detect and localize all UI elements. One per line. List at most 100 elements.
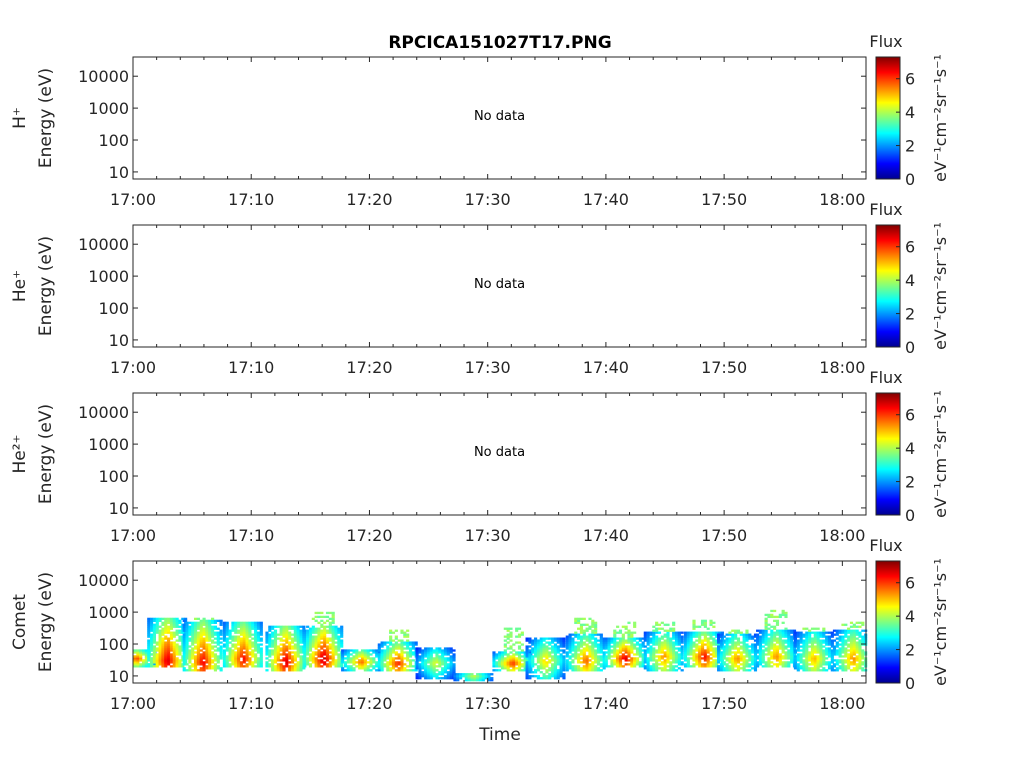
heatmap-cell	[745, 647, 749, 650]
heatmap-cell	[512, 649, 516, 652]
heatmap-cell	[692, 631, 696, 634]
heatmap-cell	[531, 663, 535, 666]
heatmap-cell	[418, 651, 422, 654]
heatmap-cell	[602, 639, 606, 642]
heatmap-cell	[761, 645, 765, 648]
heatmap-cell	[630, 647, 634, 650]
heatmap-cell	[686, 641, 690, 644]
heatmap-cell	[155, 625, 159, 628]
heatmap-cell	[282, 659, 286, 662]
heatmap-cell	[736, 659, 741, 662]
heatmap-cell	[237, 655, 241, 658]
heatmap-cell	[320, 623, 324, 626]
heatmap-cell	[695, 647, 699, 650]
heatmap-cell	[841, 659, 845, 662]
heatmap-cell	[389, 667, 393, 670]
heatmap-cell	[692, 625, 696, 628]
heatmap-cell	[677, 659, 681, 662]
heatmap-cell	[380, 655, 384, 658]
heatmap-cell	[208, 625, 212, 628]
heatmap-cell	[808, 637, 812, 640]
heatmap-cell	[652, 667, 656, 670]
heatmap-cell	[635, 649, 640, 652]
heatmap-cell	[858, 647, 862, 650]
heatmap-cell	[663, 623, 667, 626]
heatmap-cell	[565, 651, 569, 654]
heatmap-cell	[196, 657, 200, 660]
heatmap-cell	[509, 639, 513, 642]
heatmap-cell	[259, 655, 263, 658]
heatmap-cell	[813, 669, 817, 672]
heatmap-cell	[320, 619, 324, 622]
heatmap-cell	[534, 655, 538, 658]
heatmap-cell	[285, 625, 289, 628]
heatmap-cell	[478, 675, 483, 678]
heatmap-cell	[745, 633, 749, 636]
heatmap-cell	[775, 657, 780, 660]
heatmap-cell	[509, 651, 513, 654]
heatmap-cell	[548, 655, 552, 658]
heatmap-cell	[169, 627, 174, 630]
heatmap-cell	[194, 665, 198, 668]
heatmap-cell	[621, 635, 625, 638]
heatmap-cell	[830, 659, 834, 662]
heatmap-cell	[152, 627, 156, 630]
heatmap-cell	[328, 637, 332, 640]
heatmap-cell	[736, 629, 741, 632]
heatmap-cell	[841, 649, 845, 652]
heatmap-cell	[237, 625, 241, 628]
heatmap-cell	[796, 643, 800, 646]
heatmap-cell	[577, 617, 581, 620]
heatmap-cell	[556, 659, 560, 662]
heatmap-cell	[773, 609, 777, 613]
heatmap-cell	[553, 657, 558, 660]
heatmap-cell	[799, 659, 803, 662]
heatmap-cell	[306, 657, 310, 660]
heatmap-cell	[366, 667, 370, 670]
heatmap-cell	[509, 669, 513, 672]
heatmap-cell	[805, 647, 809, 650]
heatmap-cell	[624, 641, 628, 644]
heatmap-cell	[764, 631, 768, 634]
heatmap-cell	[251, 633, 255, 636]
heatmap-cell	[719, 635, 724, 638]
heatmap-cell	[624, 657, 628, 660]
heatmap-cell	[302, 625, 306, 628]
heatmap-cell	[745, 631, 749, 634]
heatmap-cell	[835, 637, 839, 640]
heatmap-cell	[141, 659, 146, 662]
heatmap-cell	[534, 663, 538, 666]
heatmap-cell	[400, 663, 404, 666]
heatmap-cell	[669, 649, 673, 652]
heatmap-cell	[164, 659, 168, 662]
heatmap-cell	[239, 651, 244, 654]
heatmap-cell	[139, 659, 143, 662]
heatmap-cell	[742, 659, 746, 662]
heatmap-cell	[596, 639, 601, 642]
heatmap-cell	[308, 639, 313, 642]
heatmap-cell	[400, 647, 404, 650]
heatmap-cell	[525, 661, 529, 664]
heatmap-cell	[314, 641, 318, 644]
heatmap-cell	[421, 653, 425, 656]
heatmap-cell	[306, 649, 310, 652]
plot-frame	[132, 560, 867, 684]
heatmap-cell	[855, 643, 859, 646]
heatmap-cell	[778, 655, 782, 658]
heatmap-cell	[715, 643, 719, 646]
heatmap-cell	[323, 643, 327, 646]
heatmap-cell	[861, 639, 865, 642]
heatmap-cell	[225, 665, 229, 668]
heatmap-cell	[594, 645, 598, 648]
heatmap-cell	[175, 617, 179, 620]
heatmap-cell	[196, 655, 200, 658]
heatmap-cell	[585, 655, 589, 658]
heatmap-cell	[314, 663, 318, 666]
heatmap-cell	[194, 641, 198, 644]
heatmap-cell	[553, 649, 558, 652]
heatmap-cell	[674, 661, 679, 664]
heatmap-cell	[657, 647, 662, 650]
heatmap-cell	[421, 659, 425, 662]
heatmap-cell	[311, 617, 315, 620]
heatmap-cell	[816, 665, 820, 668]
